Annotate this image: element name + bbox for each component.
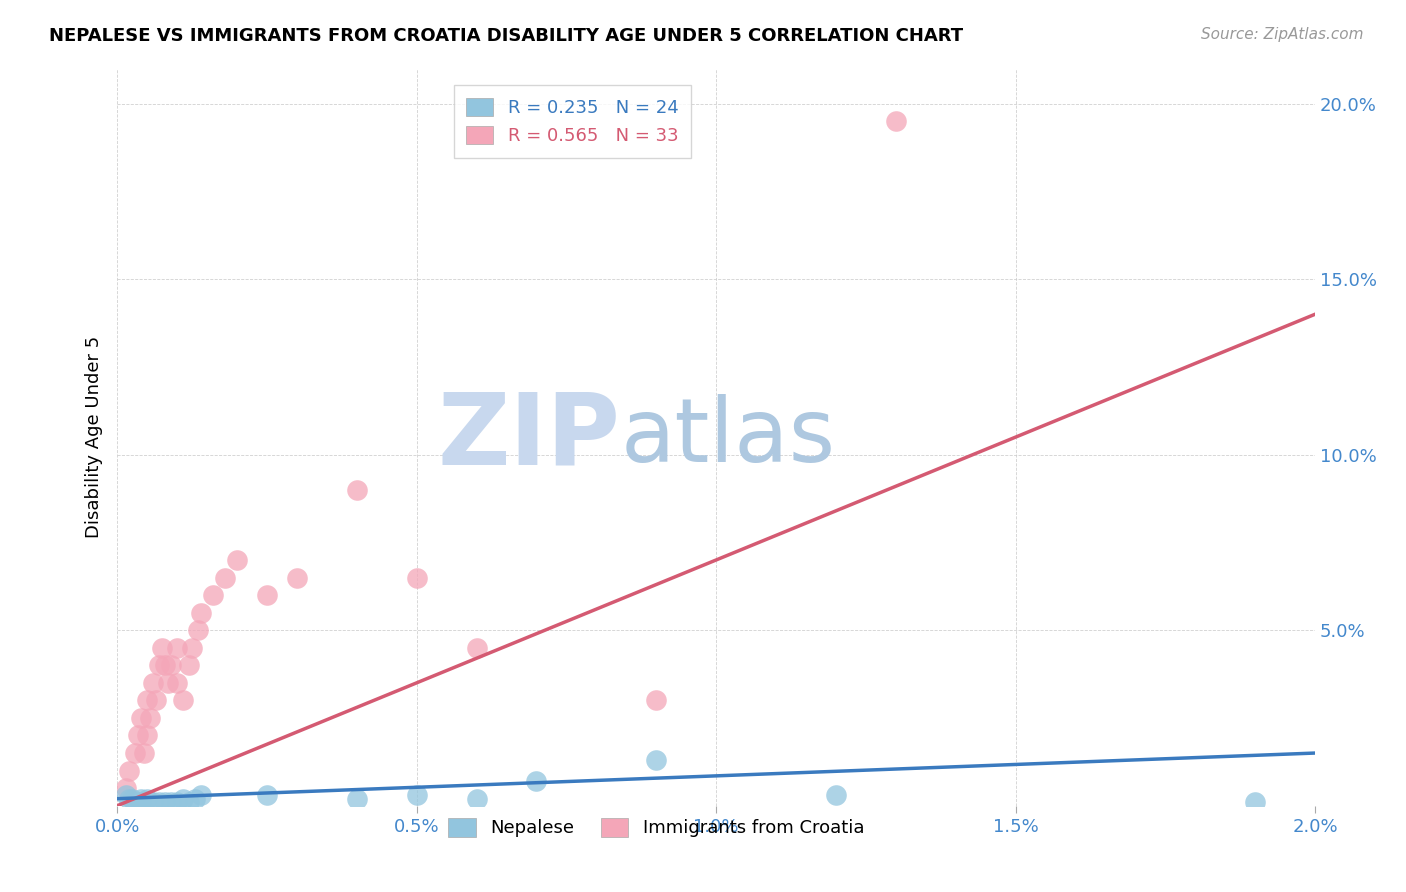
Point: [148, 795, 170, 809]
Point: [153, 795, 176, 809]
Point: [124, 795, 146, 809]
Point: [160, 658, 183, 673]
Point: [150, 640, 173, 655]
Point: [214, 570, 236, 584]
Point: [148, 658, 170, 673]
Point: [166, 676, 188, 690]
Point: [127, 729, 149, 743]
Text: atlas: atlas: [620, 393, 835, 481]
Point: [153, 658, 176, 673]
Point: [405, 788, 427, 802]
Point: [157, 676, 180, 690]
Point: [184, 791, 207, 805]
Point: [129, 791, 152, 805]
Point: [115, 788, 138, 802]
Point: [172, 693, 194, 707]
Point: [190, 788, 212, 802]
Point: [166, 640, 188, 655]
Point: [465, 791, 488, 805]
Point: [405, 570, 427, 584]
Point: [134, 746, 156, 760]
Point: [136, 791, 159, 805]
Point: [226, 553, 249, 567]
Point: [346, 791, 368, 805]
Point: [256, 588, 278, 602]
Point: [645, 753, 668, 767]
Point: [346, 483, 368, 497]
Point: [172, 791, 194, 805]
Point: [118, 764, 141, 778]
Point: [160, 795, 183, 809]
Point: [121, 791, 143, 805]
Text: NEPALESE VS IMMIGRANTS FROM CROATIA DISABILITY AGE UNDER 5 CORRELATION CHART: NEPALESE VS IMMIGRANTS FROM CROATIA DISA…: [49, 27, 963, 45]
Point: [136, 693, 159, 707]
Point: [136, 729, 159, 743]
Point: [124, 746, 146, 760]
Point: [256, 788, 278, 802]
Point: [142, 795, 165, 809]
Point: [526, 774, 548, 789]
Point: [142, 676, 165, 690]
Y-axis label: Disability Age Under 5: Disability Age Under 5: [86, 336, 103, 538]
Legend: Nepalese, Immigrants from Croatia: Nepalese, Immigrants from Croatia: [441, 811, 872, 845]
Point: [190, 606, 212, 620]
Point: [825, 788, 848, 802]
Point: [166, 795, 188, 809]
Text: ZIP: ZIP: [437, 389, 620, 485]
Point: [1244, 795, 1267, 809]
Point: [645, 693, 668, 707]
Point: [187, 623, 209, 637]
Text: Source: ZipAtlas.com: Source: ZipAtlas.com: [1201, 27, 1364, 42]
Point: [202, 588, 225, 602]
Point: [177, 658, 200, 673]
Point: [884, 114, 907, 128]
Point: [139, 711, 162, 725]
Point: [115, 781, 138, 796]
Point: [129, 795, 152, 809]
Point: [118, 791, 141, 805]
Point: [465, 640, 488, 655]
Point: [181, 640, 204, 655]
Point: [145, 693, 167, 707]
Point: [129, 711, 152, 725]
Point: [285, 570, 308, 584]
Point: [177, 795, 200, 809]
